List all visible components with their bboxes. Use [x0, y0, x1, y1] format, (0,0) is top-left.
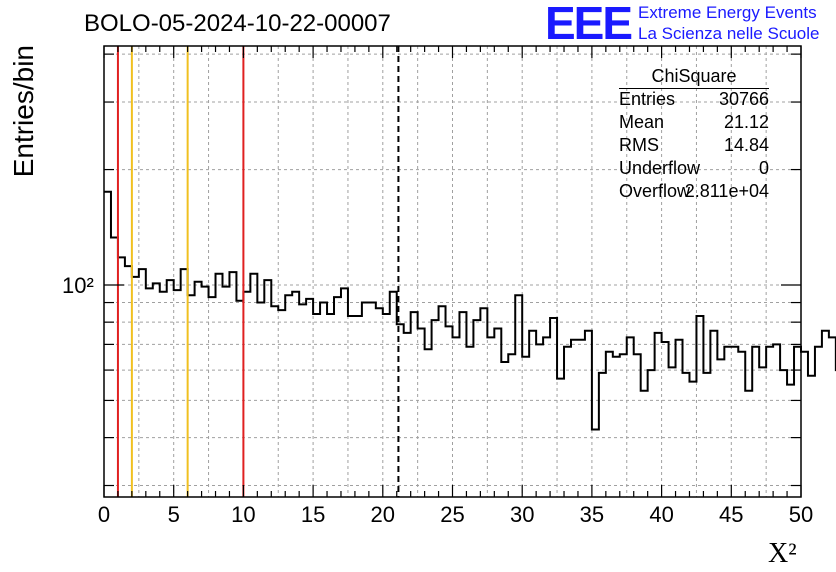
stats-label: Mean	[619, 112, 665, 132]
x-tick-label: 45	[719, 502, 743, 527]
stats-value: 14.84	[723, 135, 769, 155]
stats-row-mean: Mean 21.12	[611, 112, 777, 135]
stats-title: ChiSquare	[619, 66, 769, 89]
x-tick-label: 5	[168, 502, 180, 527]
histogram-series	[104, 190, 836, 431]
x-tick-label: 10	[231, 502, 255, 527]
x-tick-label: 25	[440, 502, 464, 527]
chart-title: BOLO-05-2024-10-22-00007	[84, 10, 391, 37]
stats-value: 2.811e+04	[684, 181, 769, 201]
stats-row-underflow: Underflow 0	[611, 158, 777, 181]
x-tick-label: 15	[301, 502, 325, 527]
y-tick-label: 10²	[62, 273, 94, 298]
stats-row-overflow: Overflow 2.811e+04	[611, 181, 777, 204]
stats-label: RMS	[619, 135, 659, 155]
stats-value: 0	[758, 158, 769, 178]
stats-box: ChiSquare Entries 30766 Mean 21.12 RMS 1…	[611, 66, 777, 204]
stats-label: Overflow	[619, 181, 691, 201]
stats-value: 30766	[718, 89, 769, 109]
x-tick-label: 50	[789, 502, 813, 527]
logo-line-1: Extreme Energy Events	[638, 3, 817, 22]
stats-row-rms: RMS 14.84	[611, 135, 777, 158]
eee-logo: EEE	[545, 0, 633, 49]
logo-line-2: La Scienza nelle Scuole	[638, 24, 820, 43]
x-axis-title: X²	[768, 538, 797, 569]
x-tick-label: 40	[649, 502, 673, 527]
x-tick-label: 0	[98, 502, 110, 527]
x-tick-label: 20	[371, 502, 395, 527]
x-tick-label: 35	[580, 502, 604, 527]
y-axis-title: Entries/bin	[8, 45, 39, 177]
stats-value: 21.12	[723, 112, 769, 132]
stats-label: Underflow	[619, 158, 701, 178]
x-tick-label: 30	[510, 502, 534, 527]
stats-row-entries: Entries 30766	[611, 89, 777, 112]
stats-label: Entries	[619, 89, 676, 109]
